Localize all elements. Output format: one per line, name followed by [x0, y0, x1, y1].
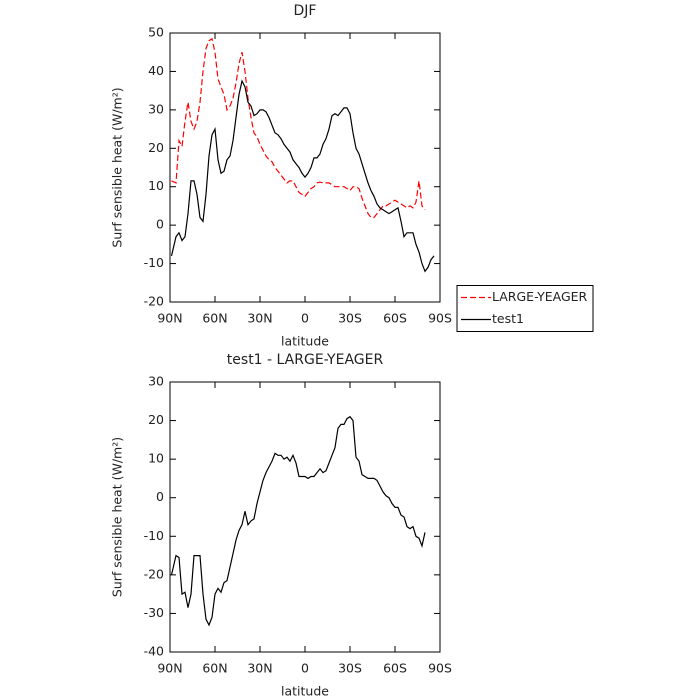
y-tick-label: 10 — [148, 178, 164, 193]
y-tick-label: 40 — [148, 63, 164, 78]
y-tick-label: -40 — [144, 644, 164, 659]
chart-title: test1 - LARGE-YEAGER — [227, 352, 384, 368]
y-tick-label: -30 — [144, 605, 164, 620]
x-tick-label: 0 — [301, 311, 309, 326]
plot-frame — [169, 381, 441, 653]
y-axis-label: Surf sensible heat (W/m²) — [110, 437, 125, 597]
x-tick-label: 30S — [338, 661, 362, 676]
y-axis-label: Surf sensible heat (W/m²) — [110, 87, 125, 247]
legend-label: LARGE-YEAGER — [492, 289, 588, 304]
y-tick-label: -10 — [144, 255, 164, 270]
x-tick-label: 60N — [202, 311, 227, 326]
x-tick-label: 60N — [202, 661, 227, 676]
legend-box — [456, 285, 594, 332]
x-tick-label: 90S — [428, 311, 452, 326]
y-tick-label: 0 — [156, 489, 164, 504]
legend-label: test1 — [492, 311, 524, 326]
y-tick-label: -20 — [144, 566, 164, 581]
x-tick-label: 30N — [247, 661, 272, 676]
plot-frame — [169, 32, 441, 303]
chart-title: DJF — [294, 3, 317, 19]
x-axis-label: latitude — [281, 684, 329, 699]
x-tick-label: 60S — [383, 661, 407, 676]
y-tick-label: 0 — [156, 217, 164, 232]
x-tick-label: 0 — [301, 661, 309, 676]
x-tick-label: 60S — [383, 311, 407, 326]
y-tick-label: -20 — [144, 294, 164, 309]
y-tick-label: 50 — [148, 25, 164, 40]
x-axis-label: latitude — [281, 334, 329, 349]
y-tick-label: 10 — [148, 451, 164, 466]
data-line — [171, 37, 426, 219]
y-tick-label: 20 — [148, 412, 164, 427]
data-line — [170, 79, 435, 273]
y-tick-label: 30 — [148, 374, 164, 389]
data-line — [170, 415, 426, 627]
x-tick-label: 90N — [157, 661, 182, 676]
x-tick-label: 90N — [157, 311, 182, 326]
y-tick-label: -10 — [144, 528, 164, 543]
y-tick-label: 30 — [148, 101, 164, 116]
y-tick-label: 20 — [148, 140, 164, 155]
x-tick-label: 30S — [338, 311, 362, 326]
x-tick-label: 90S — [428, 661, 452, 676]
x-tick-label: 30N — [247, 311, 272, 326]
